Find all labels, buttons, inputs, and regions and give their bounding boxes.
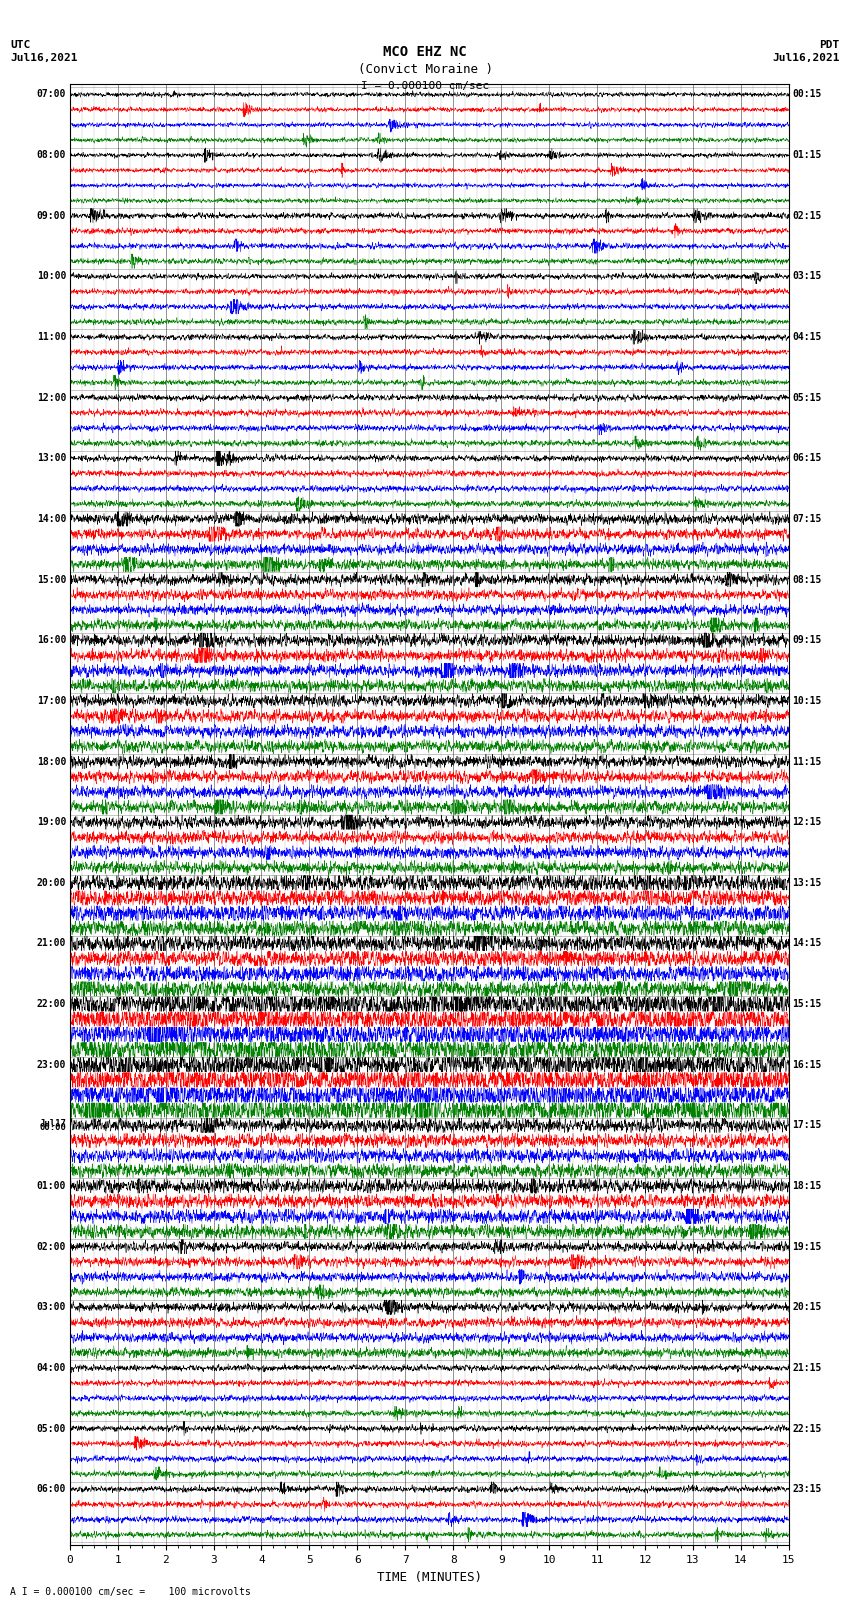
Text: 03:00: 03:00 xyxy=(37,1302,66,1313)
Text: 20:15: 20:15 xyxy=(792,1302,822,1313)
Text: 18:15: 18:15 xyxy=(792,1181,822,1190)
Text: Jul16,2021: Jul16,2021 xyxy=(10,53,77,63)
Text: (Convict Moraine ): (Convict Moraine ) xyxy=(358,63,492,76)
Text: PDT: PDT xyxy=(819,40,840,50)
Text: 18:00: 18:00 xyxy=(37,756,66,766)
Text: 14:15: 14:15 xyxy=(792,939,822,948)
Text: 04:15: 04:15 xyxy=(792,332,822,342)
Text: 09:15: 09:15 xyxy=(792,636,822,645)
Text: 22:15: 22:15 xyxy=(792,1424,822,1434)
Text: 21:15: 21:15 xyxy=(792,1363,822,1373)
Text: 05:00: 05:00 xyxy=(37,1424,66,1434)
Text: 09:00: 09:00 xyxy=(37,211,66,221)
Text: 01:00: 01:00 xyxy=(37,1181,66,1190)
Text: 15:00: 15:00 xyxy=(37,574,66,584)
Text: 06:00: 06:00 xyxy=(37,1484,66,1494)
Text: 10:15: 10:15 xyxy=(792,695,822,706)
Text: 23:00: 23:00 xyxy=(37,1060,66,1069)
Text: 02:00: 02:00 xyxy=(37,1242,66,1252)
Text: UTC: UTC xyxy=(10,40,31,50)
Text: 11:00: 11:00 xyxy=(37,332,66,342)
Text: 19:00: 19:00 xyxy=(37,818,66,827)
Text: 12:00: 12:00 xyxy=(37,392,66,403)
Text: 14:00: 14:00 xyxy=(37,515,66,524)
Text: 21:00: 21:00 xyxy=(37,939,66,948)
Text: 16:15: 16:15 xyxy=(792,1060,822,1069)
Text: 10:00: 10:00 xyxy=(37,271,66,281)
Text: 11:15: 11:15 xyxy=(792,756,822,766)
Text: 15:15: 15:15 xyxy=(792,998,822,1010)
Text: 23:15: 23:15 xyxy=(792,1484,822,1494)
Text: A I = 0.000100 cm/sec =    100 microvolts: A I = 0.000100 cm/sec = 100 microvolts xyxy=(10,1587,251,1597)
Text: 12:15: 12:15 xyxy=(792,818,822,827)
Text: 13:00: 13:00 xyxy=(37,453,66,463)
X-axis label: TIME (MINUTES): TIME (MINUTES) xyxy=(377,1571,482,1584)
Text: Jul16,2021: Jul16,2021 xyxy=(773,53,840,63)
Text: 20:00: 20:00 xyxy=(37,877,66,887)
Text: 04:00: 04:00 xyxy=(37,1363,66,1373)
Text: 08:15: 08:15 xyxy=(792,574,822,584)
Text: 02:15: 02:15 xyxy=(792,211,822,221)
Text: 22:00: 22:00 xyxy=(37,998,66,1010)
Text: 16:00: 16:00 xyxy=(37,636,66,645)
Text: 08:00: 08:00 xyxy=(37,150,66,160)
Text: 05:15: 05:15 xyxy=(792,392,822,403)
Text: 06:15: 06:15 xyxy=(792,453,822,463)
Text: 00:00: 00:00 xyxy=(39,1123,66,1132)
Text: Jul17: Jul17 xyxy=(39,1118,66,1127)
Text: 01:15: 01:15 xyxy=(792,150,822,160)
Text: I = 0.000100 cm/sec: I = 0.000100 cm/sec xyxy=(361,81,489,90)
Text: 00:15: 00:15 xyxy=(792,89,822,100)
Text: 07:15: 07:15 xyxy=(792,515,822,524)
Text: 17:15: 17:15 xyxy=(792,1121,822,1131)
Text: 07:00: 07:00 xyxy=(37,89,66,100)
Text: 19:15: 19:15 xyxy=(792,1242,822,1252)
Text: MCO EHZ NC: MCO EHZ NC xyxy=(383,45,467,60)
Text: 17:00: 17:00 xyxy=(37,695,66,706)
Text: 03:15: 03:15 xyxy=(792,271,822,281)
Text: 13:15: 13:15 xyxy=(792,877,822,887)
